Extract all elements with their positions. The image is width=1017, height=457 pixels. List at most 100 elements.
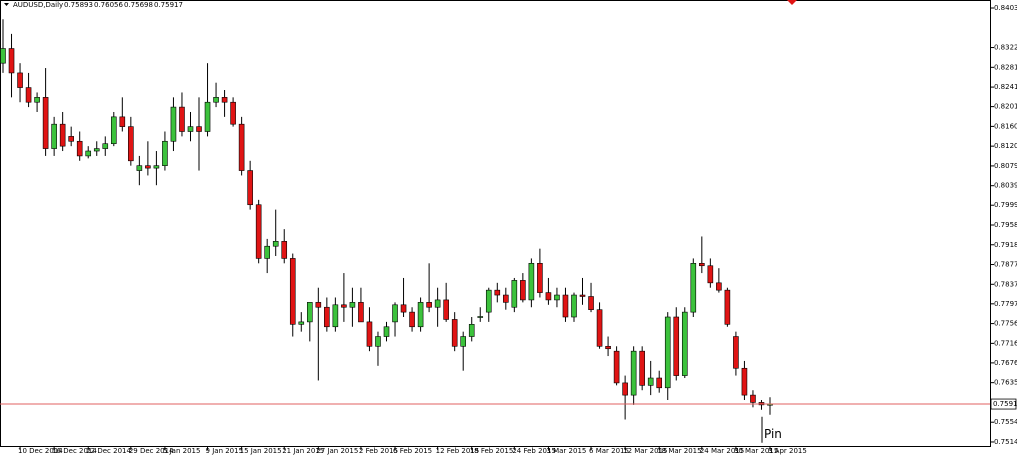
candle-body bbox=[426, 302, 432, 308]
candle-body bbox=[664, 316, 671, 389]
candle-body bbox=[272, 241, 279, 247]
candle-body bbox=[238, 123, 245, 171]
candle-body bbox=[588, 296, 594, 310]
candle-body bbox=[204, 101, 211, 132]
candle-body bbox=[613, 350, 620, 384]
candle-body bbox=[162, 140, 168, 166]
candle-body bbox=[451, 319, 458, 347]
symbol: AUDUSD,Daily bbox=[13, 1, 63, 9]
candle-body bbox=[468, 324, 475, 337]
candle-body bbox=[545, 292, 552, 301]
candle-body bbox=[400, 304, 407, 313]
candle-body bbox=[392, 304, 398, 323]
candle-body bbox=[145, 165, 151, 169]
candle-body bbox=[605, 345, 611, 350]
candle-body bbox=[136, 165, 143, 171]
candle-body bbox=[298, 321, 305, 325]
candle-body bbox=[332, 304, 339, 328]
candle-body bbox=[733, 336, 739, 369]
candle-body bbox=[102, 143, 109, 149]
x-tick-label: 27 Jan 2015 bbox=[316, 447, 358, 455]
x-tick-label: 21 Jan 2015 bbox=[282, 447, 324, 455]
x-tick-label: 24 Feb 2015 bbox=[512, 447, 556, 455]
y-tick-label: 0.77565 bbox=[994, 320, 1017, 328]
candle-body bbox=[681, 311, 688, 376]
candle-body bbox=[724, 289, 731, 325]
candle-body bbox=[59, 123, 66, 147]
y-tick-label: 0.81605 bbox=[994, 122, 1017, 130]
candle-body bbox=[520, 280, 526, 301]
candle-body bbox=[289, 258, 296, 325]
candle-body bbox=[511, 280, 518, 308]
candle-body bbox=[221, 97, 228, 103]
candle-body bbox=[554, 294, 560, 301]
candle-body bbox=[741, 367, 748, 396]
candle-body bbox=[324, 306, 330, 328]
x-tick-label: 10 Dec 2014 bbox=[18, 447, 63, 455]
candle-body bbox=[213, 97, 219, 103]
candle-body bbox=[460, 336, 467, 347]
candle-body bbox=[579, 294, 586, 297]
candle-body bbox=[315, 302, 322, 308]
x-tick-label: 29 Dec 2014 bbox=[129, 447, 174, 455]
x-tick-label: 5 Jan 2015 bbox=[163, 447, 201, 455]
x-tick-label: 3 Apr 2015 bbox=[768, 447, 807, 455]
y-tick-label: 0.80795 bbox=[994, 162, 1017, 170]
candle-body bbox=[187, 126, 194, 132]
candle-body bbox=[639, 350, 645, 386]
candle-body bbox=[434, 299, 441, 308]
x-tick-label: 16 Dec 2014 bbox=[52, 447, 97, 455]
annotation: Pin bbox=[764, 427, 782, 441]
candle-body bbox=[656, 377, 663, 389]
candle-body bbox=[17, 72, 23, 88]
candle-body bbox=[247, 170, 253, 206]
header-value: 0.75698 bbox=[124, 1, 153, 9]
candle-body bbox=[170, 106, 177, 142]
candle-body bbox=[528, 263, 535, 301]
x-tick-label: 3 Mar 2015 bbox=[546, 447, 586, 455]
candle-body bbox=[647, 377, 654, 386]
candle-body bbox=[51, 123, 57, 149]
plot-frame bbox=[0, 0, 991, 447]
candle-body bbox=[537, 263, 543, 293]
candle-body bbox=[750, 394, 756, 403]
x-tick-label: 24 Mar 2015 bbox=[700, 447, 744, 455]
candle-body bbox=[477, 316, 484, 318]
x-tick-label: 12 Feb 2015 bbox=[436, 447, 480, 455]
candle-body bbox=[42, 97, 49, 149]
x-tick-label: 9 Jan 2015 bbox=[206, 447, 244, 455]
candle-body bbox=[503, 294, 509, 303]
candle-body bbox=[366, 321, 373, 347]
x-tick-label: 18 Mar 2015 bbox=[657, 447, 701, 455]
candle-body bbox=[630, 350, 637, 396]
x-tick-label: 18 Feb 2015 bbox=[470, 447, 514, 455]
candle-body bbox=[383, 326, 390, 337]
candle-body bbox=[281, 241, 288, 259]
candle-body bbox=[375, 336, 381, 347]
candle-body bbox=[255, 204, 262, 259]
candle-body bbox=[622, 382, 628, 396]
x-tick-label: 15 Jan 2015 bbox=[240, 447, 282, 455]
candle-body bbox=[443, 299, 449, 320]
candle-body bbox=[358, 302, 364, 323]
candle-body bbox=[93, 148, 100, 152]
candle-body bbox=[341, 304, 347, 308]
candle-body bbox=[707, 265, 714, 284]
header-value: 0.75917 bbox=[154, 1, 183, 9]
y-tick-label: 0.78775 bbox=[994, 261, 1017, 269]
y-tick-label: 0.75545 bbox=[994, 418, 1017, 426]
y-tick-label: 0.75140 bbox=[994, 438, 1017, 446]
candle-body bbox=[8, 48, 15, 74]
candle-body bbox=[716, 282, 722, 291]
candle-body bbox=[230, 101, 236, 125]
